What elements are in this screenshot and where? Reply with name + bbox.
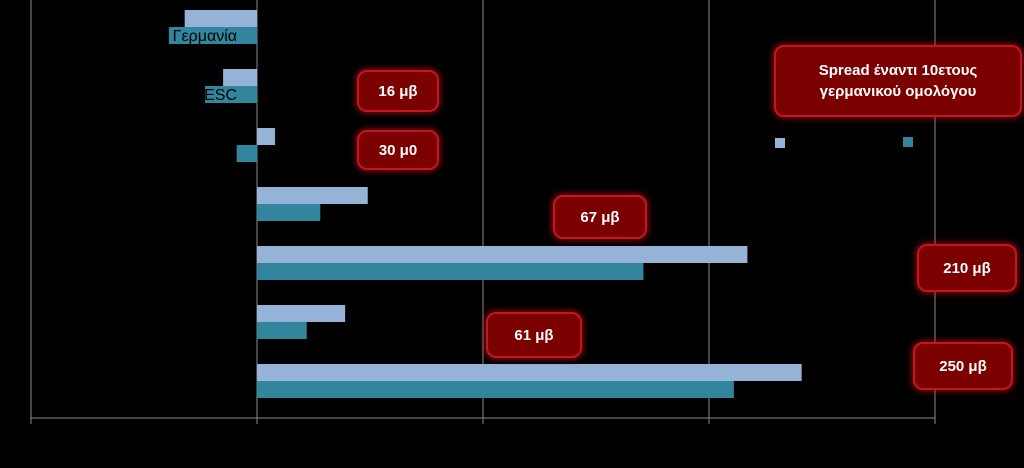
callout-61-text: 61 μβ <box>514 326 554 344</box>
bar-series2-4 <box>257 263 644 280</box>
legend-swatch-series2 <box>903 137 913 147</box>
callout-210: 210 μβ <box>917 244 1017 292</box>
bar-series2-3 <box>257 204 321 221</box>
bar-series2-2 <box>236 145 257 162</box>
legend-swatch-series1 <box>775 138 785 148</box>
bar-series1-2 <box>257 128 276 145</box>
callout-250: 250 μβ <box>913 342 1013 390</box>
bar-series1-0 <box>184 10 257 27</box>
bar-series1-3 <box>257 187 368 204</box>
bar-series2-1 <box>205 86 257 103</box>
callout-61: 61 μβ <box>486 312 582 358</box>
category-label-0: Γερμανία <box>173 28 237 45</box>
callout-30-text: 30 μ0 <box>378 141 418 159</box>
callout-16: 16 μβ <box>357 70 439 112</box>
callout-spread-title-text: Spread έναντι 10ετους γερμανικού ομολόγο… <box>818 62 978 100</box>
callout-67: 67 μβ <box>553 195 647 239</box>
bar-series2-6 <box>257 381 734 398</box>
callout-16-text: 16 μβ <box>378 82 418 100</box>
bar-series1-6 <box>257 364 802 381</box>
bar-series1-4 <box>257 246 748 263</box>
bar-series1-5 <box>257 305 346 322</box>
callout-30: 30 μ0 <box>357 130 439 170</box>
callout-spread-title: Spread έναντι 10ετους γερμανικού ομολόγο… <box>774 45 1022 117</box>
callout-250-text: 250 μβ <box>939 357 987 375</box>
callout-67-text: 67 μβ <box>580 208 620 226</box>
bar-series2-0 <box>168 27 257 44</box>
callout-210-text: 210 μβ <box>943 259 991 277</box>
bar-series1-1 <box>223 69 257 86</box>
category-label-1: OESC <box>192 87 237 104</box>
bar-series2-5 <box>257 322 307 339</box>
